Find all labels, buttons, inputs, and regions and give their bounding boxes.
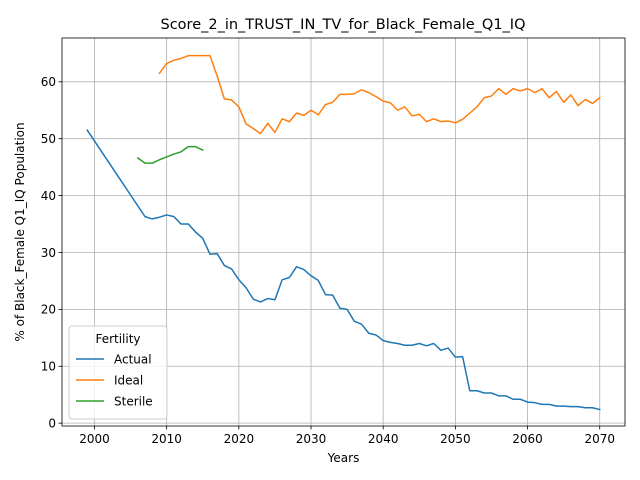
legend-label-ideal: Ideal [114,373,143,387]
legend: Fertility Actual Ideal Sterile [68,325,168,420]
series-line-ideal [158,54,601,135]
legend-title: Fertility [95,332,140,346]
x-tick-label: 2010 [151,432,182,446]
y-tick-label: 0 [48,416,56,430]
y-axis-label: % of Black_Female Q1_IQ Population [13,122,27,341]
y-tick-label: 30 [41,246,56,260]
y-tick-label: 40 [41,189,56,203]
series-lines [86,54,601,411]
series-line-sterile [136,145,204,164]
x-tick-label: 2050 [440,432,471,446]
chart-title: Score_2_in_TRUST_IN_TV_for_Black_Female_… [161,17,526,33]
x-tick-label: 2000 [79,432,110,446]
y-tick-label: 20 [41,303,56,317]
series-line-actual [86,129,601,411]
x-tick-label: 2020 [224,432,255,446]
tick-marks: 2000 2010 2020 2030 2040 2050 2060 207001020304… [41,75,615,446]
legend-box [68,325,168,420]
plot-frame [61,37,626,427]
legend-label-sterile: Sterile [114,394,153,408]
x-tick-label: 2070 [584,432,615,446]
y-tick-label: 60 [41,75,56,89]
x-tick-label: 2040 [368,432,399,446]
legend-label-actual: Actual [114,352,152,366]
x-tick-label: 2060 [512,432,543,446]
y-tick-label: 10 [41,360,56,374]
x-tick-label: 2030 [296,432,327,446]
y-tick-label: 50 [41,132,56,146]
x-axis-label: Years [327,451,360,465]
